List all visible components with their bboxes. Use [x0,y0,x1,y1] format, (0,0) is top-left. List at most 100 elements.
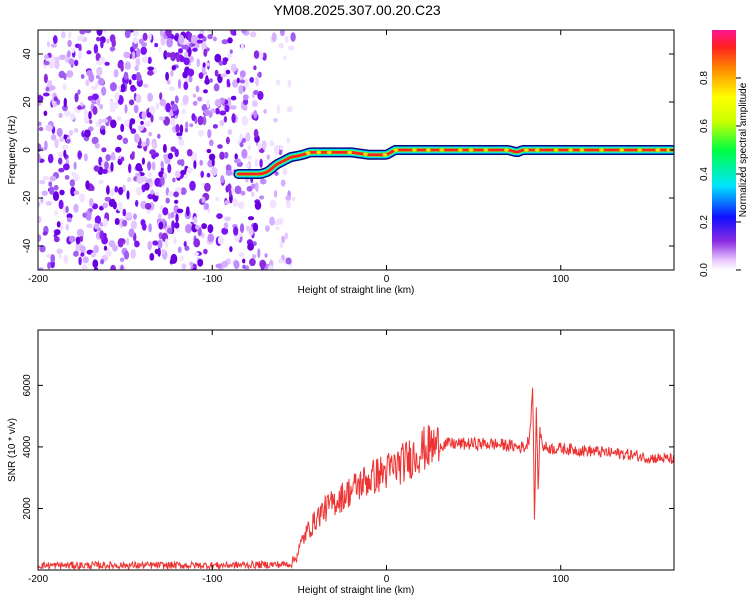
heatmap-cell [142,56,149,63]
heatmap-cell [245,132,251,142]
heatmap-cell [38,143,42,153]
heatmap-cell [58,54,66,60]
heatmap-cell [39,245,46,253]
heatmap-ridge-peak [457,148,463,152]
heatmap-cell [122,219,128,227]
heatmap-cell [212,36,217,42]
heatmap-cell [180,187,187,195]
heatmap-cell [227,129,233,135]
heatmap-cell [243,98,249,106]
heatmap-cell [82,212,87,218]
heatmap-cell [206,62,210,67]
heatmap-cell [234,153,238,160]
heatmap-cell [178,135,183,141]
heatmap-cell [218,60,224,66]
heatmap-cell [89,119,93,124]
heatmap-cell [56,127,63,137]
heatmap-cell [66,138,71,144]
heatmap-cell [114,218,120,225]
heatmap-cell [238,252,245,258]
heatmap-cell [200,232,205,239]
heatmap-cell [158,221,164,230]
heatmap-cell [98,118,103,125]
heatmap-cell [102,168,108,174]
heatmap-cell [221,260,229,268]
heatmap-cell [73,250,79,257]
heatmap-cell [196,39,204,44]
heatmap-cell [106,185,110,195]
heatmap-cell [168,191,175,197]
heatmap-cell [85,79,90,87]
heatmap-cell [225,136,230,145]
heatmap-cell [221,227,229,235]
heatmap-cell [202,36,207,42]
heatmap-cell [229,246,233,253]
heatmap-cell [43,60,50,66]
heatmap-ridge-peak [553,148,559,152]
heatmap-cell [198,129,205,137]
heatmap-cell [286,137,290,144]
heatmap-cell [89,198,94,207]
heatmap-cell [198,72,204,79]
heatmap-cell [94,215,102,225]
heatmap-cell [247,144,251,151]
heatmap-ridge-peak [439,148,445,152]
heatmap-cell [237,201,245,209]
heatmap-cell [239,70,246,78]
heatmap-cell [38,121,42,127]
heatmap-cell [74,92,79,103]
heatmap-cell [195,85,200,93]
heatmap-cell [104,161,109,170]
heatmap-cell [143,83,149,88]
heatmap-cell [104,196,112,202]
heatmap-cell [68,58,75,65]
heatmap-cell [257,141,262,150]
heatmap-cell [206,172,211,178]
snr-y-tick-label: 6000 [22,374,33,397]
heatmap-cell [234,70,238,75]
heatmap-cell [118,186,124,196]
heatmap-cell [131,86,137,92]
snr-y-label: SNR (10 * v/v) [7,418,18,482]
heatmap-ridge-peak [326,150,332,154]
heatmap-cell [88,111,92,120]
heatmap-cell [158,116,166,121]
heatmap-cell [181,44,186,50]
heatmap-cell [65,205,69,214]
heatmap-cell [68,31,72,39]
heatmap-cell [42,92,50,97]
heatmap-cell [267,265,274,270]
heatmap-cell [161,248,166,254]
heatmap-cell [157,213,162,220]
heatmap-ridge-peak [568,148,574,152]
heatmap-cell [207,30,212,34]
heatmap-cell [101,118,109,123]
heatmap-cell [74,59,79,67]
heatmap-cell [233,31,237,36]
heatmap-cell [100,39,104,49]
heatmap-cell [84,129,91,138]
heatmap-cell [44,54,49,59]
heatmap-cell [38,201,41,207]
heatmap-cell [226,97,232,107]
heatmap-cell [133,133,140,143]
colorbar-ticks: 0.0 0.2 0.4 0.6 0.8 [699,71,741,277]
heatmap-cell [259,195,265,200]
heatmap-y-label: Frequency (Hz) [7,116,18,185]
heatmap-cell [227,37,233,44]
heatmap-cell [167,212,172,220]
heatmap-cell [221,39,229,45]
heatmap-cell [261,140,267,150]
heatmap-cell [197,33,204,39]
heatmap-cell [275,79,281,86]
heatmap-cell [109,99,115,108]
heatmap-cell [110,161,114,172]
heatmap-cell [242,264,247,269]
heatmap-y-tick-label: 20 [22,96,33,108]
heatmap-cell [257,72,261,78]
heatmap-cell [183,81,189,90]
heatmap-ridge-peak [382,153,388,157]
heatmap-cell [86,223,93,229]
heatmap-cell [54,138,59,149]
heatmap-ridge-peak [666,148,672,152]
